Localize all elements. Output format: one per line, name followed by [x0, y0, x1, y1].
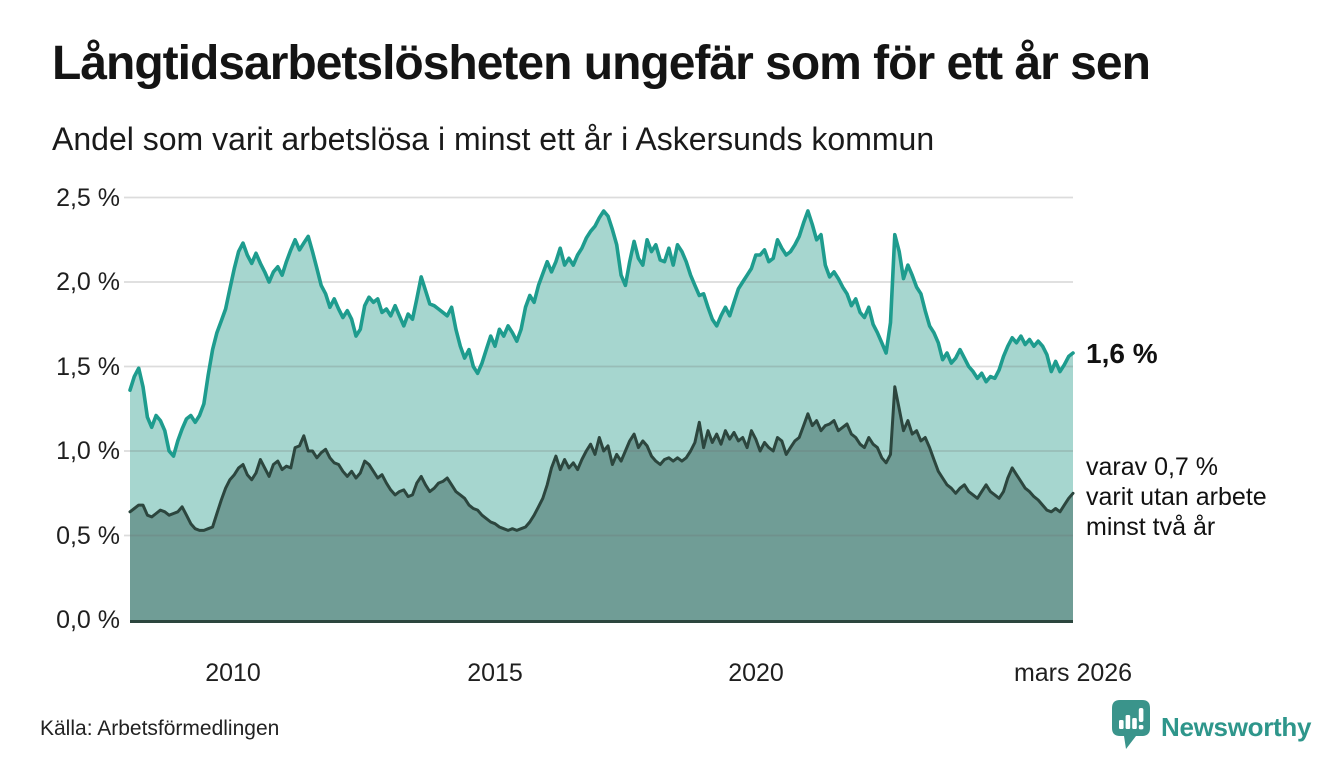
y-tick-label: 2,5 % — [56, 184, 120, 212]
series-sub-end-label: varav 0,7 % varit utan arbete minst två … — [1086, 452, 1267, 542]
series-sub-end-label-line1: varav 0,7 % — [1086, 453, 1219, 481]
series-sub-end-label-line2: varit utan arbete — [1086, 483, 1267, 511]
x-tick-label: 2020 — [728, 659, 784, 687]
source-note: Källa: Arbetsförmedlingen — [40, 717, 280, 740]
area-fill — [130, 386, 1073, 620]
newsworthy-logo: Newsworthy — [1110, 699, 1311, 756]
x-tick-label: mars 2026 — [1013, 659, 1133, 687]
newsworthy-wordmark: Newsworthy — [1161, 712, 1312, 742]
series-sub-end-label-line3: minst två år — [1086, 513, 1216, 541]
y-tick-label: 2,0 % — [56, 268, 120, 296]
series-end-value-label: 1,6 % — [1086, 338, 1158, 369]
y-tick-label: 0,0 % — [56, 606, 120, 634]
y-tick-label: 1,0 % — [56, 437, 120, 465]
y-tick-label: 0,5 % — [56, 522, 120, 550]
y-tick-label: 1,5 % — [56, 353, 120, 381]
x-tick-label: 2015 — [467, 659, 523, 687]
chart-title: Långtidsarbetslösheten ungefär som för e… — [52, 37, 1151, 90]
chart-subtitle: Andel som varit arbetslösa i minst ett å… — [52, 121, 935, 157]
line-minst-ett-ar — [128, 209, 1075, 458]
newsworthy-bubble-chart-icon — [1110, 699, 1152, 756]
line-minst-tva-ar — [128, 385, 1075, 532]
x-tick-label: 2010 — [205, 659, 261, 687]
